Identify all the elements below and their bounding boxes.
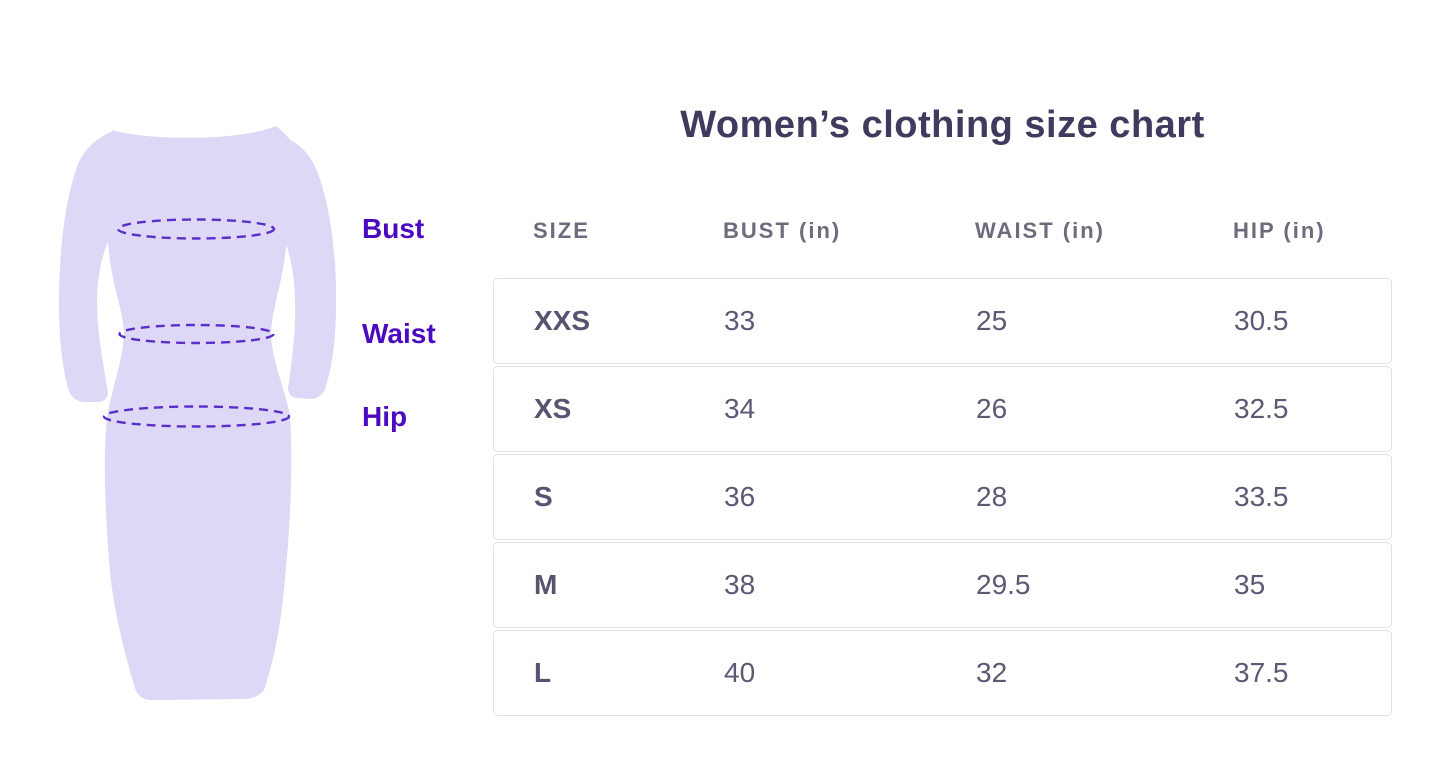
header-bust: BUST (in) bbox=[723, 218, 842, 243]
bust-measure-line bbox=[116, 218, 276, 240]
size-cell: S bbox=[534, 481, 553, 512]
hip-cell: 32.5 bbox=[1234, 393, 1289, 424]
dress-body-shape bbox=[104, 126, 308, 700]
bust-cell: 33 bbox=[724, 305, 756, 336]
table-row: XXS 33 25 30.5 bbox=[493, 278, 1392, 364]
dress-left-sleeve-shape bbox=[59, 131, 115, 402]
hip-label: Hip bbox=[362, 401, 408, 432]
hip-cell: 30.5 bbox=[1234, 305, 1289, 336]
table-row: L 40 32 37.5 bbox=[493, 630, 1392, 716]
waist-cell: 28 bbox=[976, 481, 1008, 512]
waist-cell: 29.5 bbox=[976, 569, 1031, 600]
size-cell: XS bbox=[534, 393, 572, 424]
size-table: XXS 33 25 30.5 XS 34 26 32.5 S 36 28 33.… bbox=[493, 278, 1392, 718]
table-row: XS 34 26 32.5 bbox=[493, 366, 1392, 452]
header-hip: HIP (in) bbox=[1233, 218, 1326, 243]
waist-measure-line bbox=[118, 323, 275, 345]
header-waist: WAIST (in) bbox=[975, 218, 1105, 243]
size-cell: M bbox=[534, 569, 558, 600]
bust-label: Bust bbox=[362, 213, 425, 244]
waist-cell: 32 bbox=[976, 657, 1008, 688]
size-table-header: SIZE BUST (in) WAIST (in) HIP (in) bbox=[493, 218, 1392, 244]
header-size: SIZE bbox=[533, 218, 590, 243]
bust-cell: 40 bbox=[724, 657, 756, 688]
page-title: Women’s clothing size chart bbox=[680, 104, 1205, 146]
waist-cell: 26 bbox=[976, 393, 1008, 424]
hip-measure-line bbox=[102, 405, 291, 428]
table-row: M 38 29.5 35 bbox=[493, 542, 1392, 628]
bust-cell: 34 bbox=[724, 393, 756, 424]
waist-label: Waist bbox=[362, 318, 436, 349]
hip-cell: 33.5 bbox=[1234, 481, 1289, 512]
bust-cell: 36 bbox=[724, 481, 756, 512]
dress-diagram bbox=[59, 126, 337, 700]
waist-cell: 25 bbox=[976, 305, 1008, 336]
table-row: S 36 28 33.5 bbox=[493, 454, 1392, 540]
size-cell: XXS bbox=[534, 305, 591, 336]
size-cell: L bbox=[534, 657, 552, 688]
hip-cell: 37.5 bbox=[1234, 657, 1289, 688]
bust-cell: 38 bbox=[724, 569, 756, 600]
hip-cell: 35 bbox=[1234, 569, 1266, 600]
